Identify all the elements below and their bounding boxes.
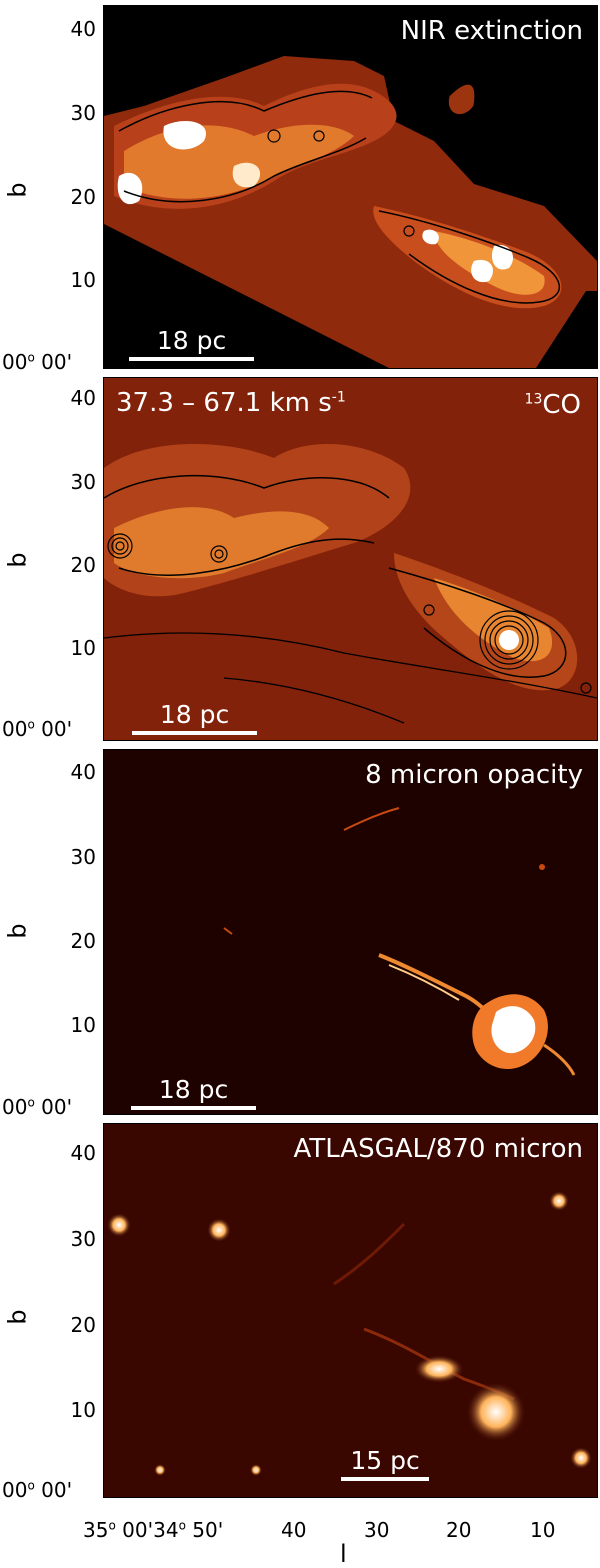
scale-bar: 15 pc (341, 1446, 429, 1481)
y-tick: 40 (70, 760, 96, 784)
y-axis-label: b (3, 1309, 32, 1325)
y-tick: 20 (70, 1313, 96, 1337)
y-tick: 40 (70, 386, 96, 410)
scale-bar-line (131, 1106, 256, 1110)
y-tick: 30 (70, 470, 96, 494)
co-map (104, 378, 597, 740)
x-axis-label: l (340, 1540, 347, 1568)
y-origin-label: 00o 00' (2, 350, 73, 374)
y-tick: 40 (70, 17, 96, 41)
scale-bar: 18 pc (129, 326, 254, 361)
scale-bar-label: 18 pc (158, 1075, 229, 1104)
nir-extinction-panel: NIR extinction 18 pc (103, 5, 598, 369)
velocity-exponent: -1 (331, 389, 346, 406)
panel-title: ATLASGAL/870 micron (293, 1134, 583, 1164)
scale-bar-line (129, 357, 254, 361)
atlasgal-map (104, 1124, 597, 1497)
scale-bar-line (132, 731, 257, 735)
y-origin-label: 00o 00' (2, 717, 73, 741)
velocity-range: 37.3 – 67.1 km s (116, 388, 332, 418)
y-tick: 10 (70, 636, 96, 660)
y-axis-label: b (3, 923, 32, 939)
y-axis-label: b (3, 182, 32, 198)
scale-bar: 18 pc (132, 700, 257, 735)
y-tick: 10 (70, 268, 96, 292)
y-origin-label: 00o 00' (2, 1095, 73, 1119)
x-tick: 20 (446, 1518, 472, 1542)
y-tick: 40 (70, 1141, 96, 1165)
isotope-molecule: CO (542, 390, 581, 420)
8-micron-panel: 8 micron opacity 18 pc (103, 749, 598, 1115)
y-tick: 20 (70, 185, 96, 209)
y-tick: 30 (70, 1227, 96, 1251)
scale-bar-line (341, 1477, 429, 1481)
8-micron-map (104, 750, 597, 1114)
y-origin-label: 00o 00' (2, 1478, 73, 1502)
isotope-label: 13CO (525, 390, 581, 420)
x-tick-35: 35o 00'34o 50' (83, 1518, 224, 1542)
scale-bar-label: 18 pc (156, 326, 227, 355)
nir-extinction-map (104, 6, 597, 368)
x-tick: 30 (364, 1518, 390, 1542)
y-tick: 30 (70, 845, 96, 869)
atlasgal-panel: ATLASGAL/870 micron 15 pc (103, 1123, 598, 1498)
y-tick: 10 (70, 1398, 96, 1422)
x-tick: 10 (530, 1518, 556, 1542)
x-tick: 40 (281, 1518, 307, 1542)
y-tick: 10 (70, 1013, 96, 1037)
y-axis-label: b (3, 552, 32, 568)
scale-bar-label: 18 pc (159, 700, 230, 729)
panel-title: NIR extinction (400, 16, 583, 46)
y-tick: 30 (70, 101, 96, 125)
scale-bar: 18 pc (131, 1075, 256, 1110)
scale-bar-label: 15 pc (350, 1446, 420, 1475)
panel-title: 8 micron opacity (365, 760, 583, 790)
panel-title: 37.3 – 67.1 km s-1 (116, 388, 346, 418)
isotope-mass: 13 (524, 391, 543, 408)
y-tick: 20 (70, 553, 96, 577)
y-tick: 20 (70, 929, 96, 953)
co-panel: 37.3 – 67.1 km s-1 13CO 18 pc (103, 377, 598, 741)
